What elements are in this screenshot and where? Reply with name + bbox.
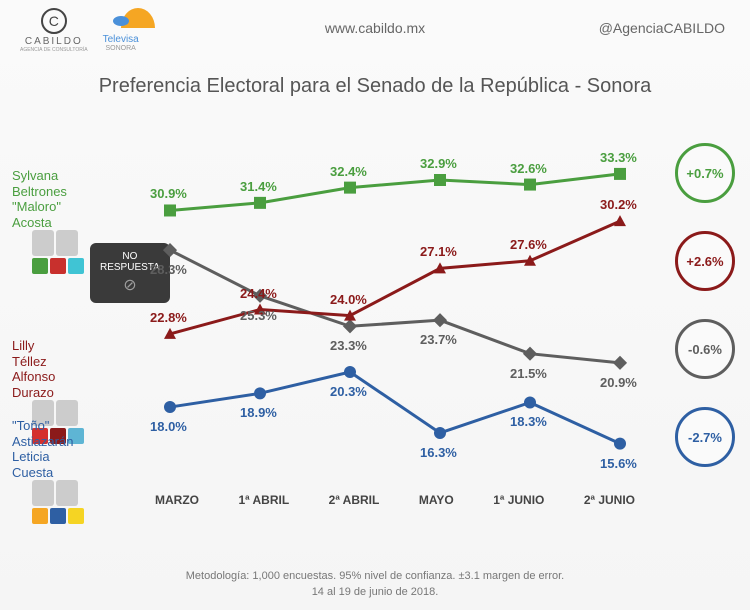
chart-title: Preferencia Electoral para el Senado de … <box>0 75 750 98</box>
value-label: 18.0% <box>150 419 187 434</box>
value-label: 16.3% <box>420 445 457 460</box>
candidate-label: SylvanaBeltrones"Maloro"Acosta <box>12 168 84 274</box>
url-text: www.cabildo.mx <box>325 20 425 36</box>
value-label: 18.3% <box>510 414 547 429</box>
value-label: 30.9% <box>150 186 187 201</box>
period-label: MARZO <box>155 493 199 507</box>
televisa-icon <box>104 8 138 32</box>
value-label: 23.7% <box>420 332 457 347</box>
value-label: 32.6% <box>510 161 547 176</box>
chart-area: SylvanaBeltrones"Maloro"AcostaLillyTélle… <box>0 108 750 538</box>
value-label: 15.6% <box>600 456 637 471</box>
value-label: 18.9% <box>240 405 277 420</box>
handle-text: @AgenciaCABILDO <box>599 20 725 36</box>
televisa-logo: Televisa SONORA <box>103 8 139 52</box>
header: C CABILDO AGENCIA DE CONSULTORÍA Televis… <box>0 0 750 60</box>
infographic-container: C CABILDO AGENCIA DE CONSULTORÍA Televis… <box>0 0 750 610</box>
televisa-sub: SONORA <box>103 45 139 52</box>
period-label: 1ª ABRIL <box>239 493 290 507</box>
change-circle: +0.7% <box>675 143 735 203</box>
value-label: 24.4% <box>240 286 277 301</box>
value-label: 21.5% <box>510 366 547 381</box>
candidate-label: "Toño"AstiazaránLeticiaCuesta <box>12 418 84 524</box>
value-label: 33.3% <box>600 150 637 165</box>
period-label: 2ª JUNIO <box>584 493 635 507</box>
value-label: 31.4% <box>240 179 277 194</box>
value-label: 27.1% <box>420 244 457 259</box>
cabildo-sub: AGENCIA DE CONSULTORÍA <box>20 47 88 53</box>
cabildo-name: CABILDO <box>20 36 88 47</box>
methodology-line2: 14 al 19 de junio de 2018. <box>0 585 750 600</box>
value-label: 20.9% <box>600 375 637 390</box>
value-label: 23.3% <box>330 338 367 353</box>
value-label: 32.4% <box>330 164 367 179</box>
value-label: 27.6% <box>510 237 547 252</box>
televisa-name: Televisa <box>103 34 139 45</box>
change-indicators: +0.7% +2.6% -0.6% -2.7% <box>675 143 735 495</box>
value-label: 25.3% <box>240 308 277 323</box>
line-chart <box>155 108 635 488</box>
value-label: 22.8% <box>150 310 187 325</box>
period-label: 1ª JUNIO <box>493 493 544 507</box>
period-label: 2ª ABRIL <box>329 493 380 507</box>
value-label: 30.2% <box>600 197 637 212</box>
value-label: 24.0% <box>330 292 367 307</box>
x-axis-labels: MARZO 1ª ABRIL 2ª ABRIL MAYO 1ª JUNIO 2ª JUNI… <box>155 493 635 507</box>
value-label: 20.3% <box>330 384 367 399</box>
change-circle: -2.7% <box>675 407 735 467</box>
cabildo-icon: C <box>41 8 67 34</box>
methodology-line1: Metodología: 1,000 encuestas. 95% nivel … <box>0 569 750 584</box>
footer-methodology: Metodología: 1,000 encuestas. 95% nivel … <box>0 569 750 600</box>
period-label: MAYO <box>419 493 454 507</box>
change-circle: -0.6% <box>675 319 735 379</box>
value-label: 28.3% <box>150 262 187 277</box>
value-label: 32.9% <box>420 156 457 171</box>
change-circle: +2.6% <box>675 231 735 291</box>
cabildo-logo: C CABILDO AGENCIA DE CONSULTORÍA <box>20 8 88 53</box>
